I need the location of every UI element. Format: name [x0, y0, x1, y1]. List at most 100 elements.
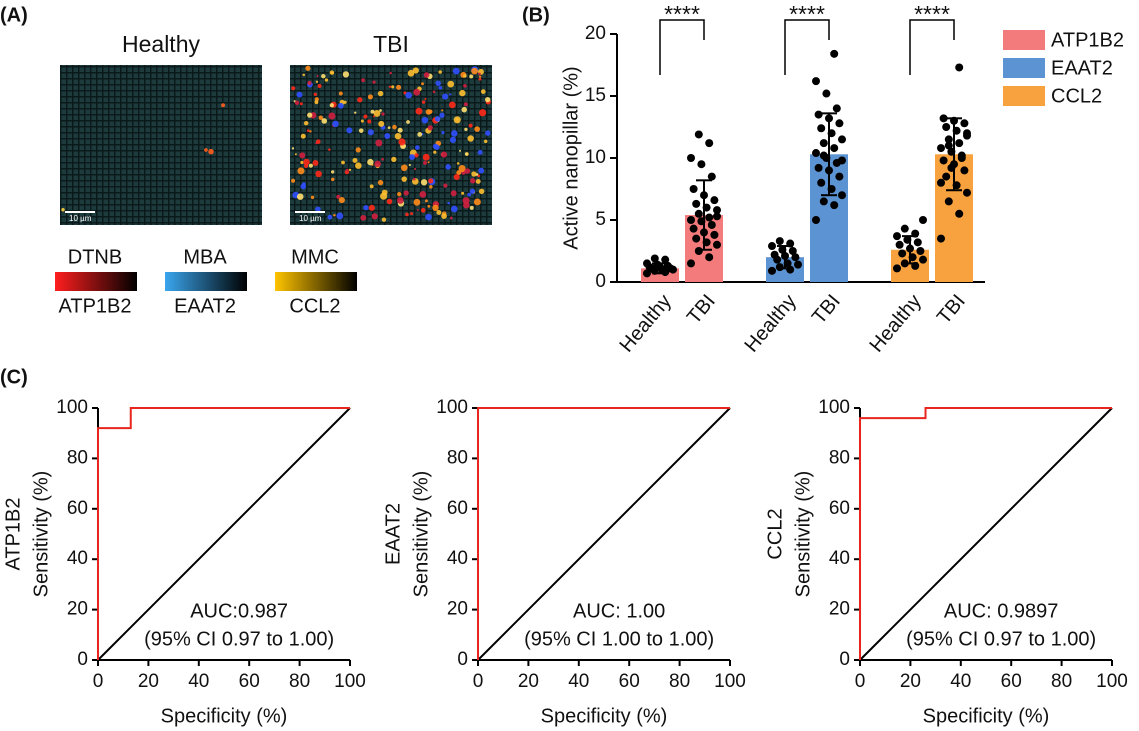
y-tick-label: 60: [829, 498, 850, 519]
signal-spot: [429, 185, 433, 189]
data-point: [775, 237, 784, 246]
signal-spot: [394, 132, 402, 140]
signal-spot: [470, 178, 476, 184]
signal-spot: [421, 82, 424, 86]
image-title: TBI: [373, 31, 409, 57]
signal-spot: [427, 204, 431, 208]
signal-spot: [441, 130, 445, 135]
x-tick-label: 60: [1001, 671, 1022, 692]
data-point: [710, 196, 719, 205]
signal-spot: [447, 80, 455, 88]
signal-spot: [449, 93, 452, 96]
signal-spot: [415, 145, 420, 150]
signal-spot: [367, 119, 372, 124]
data-point: [830, 49, 839, 58]
signal-spot: [421, 116, 429, 124]
x-tick-label: 60: [619, 671, 640, 692]
signal-spot: [315, 206, 321, 213]
signal-spot: [345, 168, 349, 172]
signal-spot: [438, 85, 443, 90]
roc-line: [859, 407, 1112, 660]
signal-spot: [357, 97, 363, 103]
data-point: [900, 224, 909, 233]
signal-spot: [450, 205, 458, 213]
signal-spot: [372, 80, 376, 84]
data-point: [835, 119, 844, 128]
data-point: [697, 160, 706, 169]
x-tick-label: 20: [518, 671, 539, 692]
signal-spot: [363, 114, 368, 119]
signal-spot: [303, 158, 310, 166]
signal-spot: [302, 73, 306, 77]
x-tick-label: TBI: [808, 290, 845, 328]
signal-spot: [381, 112, 385, 116]
signal-spot: [424, 97, 427, 100]
data-point: [939, 114, 948, 123]
y-tick-label: 20: [447, 599, 468, 620]
signal-spot: [438, 70, 442, 74]
signal-spot: [449, 136, 457, 143]
x-tick-label: 40: [568, 671, 589, 692]
signal-spot: [312, 160, 319, 166]
data-point: [838, 156, 846, 165]
signal-spot: [300, 160, 304, 165]
data-point: [689, 185, 698, 193]
x-tick-label: 20: [138, 671, 159, 692]
signal-spot: [331, 71, 334, 75]
y-tick-label: 0: [595, 271, 606, 292]
data-point: [937, 178, 945, 187]
data-point: [707, 172, 716, 181]
signal-spot: [329, 103, 334, 108]
target-label: EAAT2: [174, 295, 236, 317]
signal-spot: [464, 127, 468, 131]
signal-spot: [378, 120, 385, 127]
signal-spot: [294, 100, 300, 105]
data-point: [791, 253, 800, 262]
signal-spot: [368, 97, 371, 100]
signal-spot: [439, 112, 445, 118]
data-point: [775, 263, 784, 272]
data-point: [830, 201, 839, 210]
signal-spot: [414, 167, 417, 171]
signal-spot: [463, 102, 468, 107]
data-point: [692, 234, 701, 243]
signal-spot: [469, 205, 474, 210]
y-axis-label: ATP1B2: [2, 498, 24, 571]
signal-spot: [348, 168, 352, 172]
y-tick-label: 40: [67, 548, 88, 569]
x-axis-label: Specificity (%): [923, 705, 1050, 727]
data-point: [692, 199, 701, 208]
legend-label: EAAT2: [1051, 57, 1113, 79]
signal-spot: [338, 196, 345, 204]
signal-spot: [463, 74, 467, 78]
signal-spot: [299, 102, 303, 106]
data-point: [819, 139, 828, 148]
signal-spot: [306, 129, 310, 133]
data-point: [705, 253, 714, 262]
signal-spot: [296, 193, 304, 200]
data-point: [960, 119, 969, 128]
signal-spot: [469, 74, 474, 79]
signal-spot: [396, 197, 404, 204]
dye-label: MMC: [291, 246, 339, 268]
signal-spot: [352, 157, 358, 163]
signal-spot: [428, 109, 433, 114]
signal-spot: [314, 100, 319, 105]
data-point: [768, 242, 776, 251]
data-point: [710, 230, 719, 239]
signal-spot: [375, 139, 383, 147]
signal-spot: [420, 179, 428, 186]
signal-spot: [310, 195, 315, 200]
signal-spot: [315, 80, 319, 83]
data-point: [687, 154, 695, 162]
signal-spot: [459, 89, 466, 97]
signal-spot: [305, 65, 311, 71]
signal-spot: [338, 91, 343, 96]
signal-spot: [371, 213, 378, 220]
x-tick-label: 20: [900, 671, 921, 692]
y-axis-label: CCL2: [764, 508, 786, 559]
signal-spot: [415, 107, 423, 115]
signal-spot: [459, 149, 462, 152]
signal-spot: [463, 84, 467, 88]
color-bar: [55, 272, 137, 291]
